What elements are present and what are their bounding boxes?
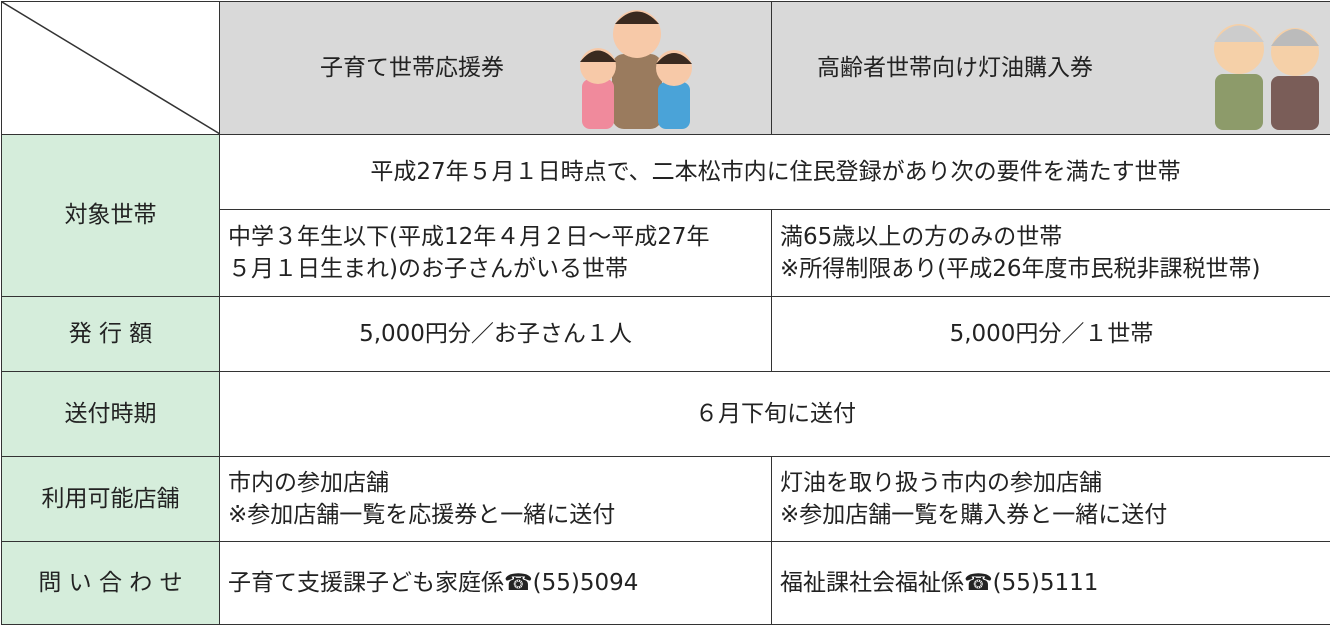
header-cell: 子育て世帯応援券 bbox=[220, 2, 772, 135]
diagonal bbox=[2, 2, 220, 134]
cell-line: 灯油を取り扱う市内の参加店舗 bbox=[780, 467, 1323, 499]
cell-line: ※参加店舗一覧を購入券と一緒に送付 bbox=[780, 499, 1323, 531]
data-cell: 5,000円分／１世帯 bbox=[772, 297, 1330, 372]
family-illustration bbox=[570, 4, 700, 132]
table-row: 問 い 合 わ せ子育て支援課子ども家庭係☎(55)5094 福祉課社会福祉係☎(… bbox=[2, 542, 1330, 625]
table-row: 対象世帯平成27年５月１日時点で、二本松市内に住民登録があり次の要件を満たす世帯 bbox=[2, 135, 1330, 210]
cell-line: ※参加店舗一覧を応援券と一緒に送付 bbox=[228, 499, 763, 531]
cell-line: 5,000円分／お子さん１人 bbox=[228, 318, 763, 350]
row-label: 問 い 合 わ せ bbox=[2, 542, 220, 625]
cell-line: ※所得制限あり(平成26年度市民税非課税世帯) bbox=[780, 253, 1323, 285]
cell-line: 満65歳以上の方のみの世帯 bbox=[780, 221, 1323, 253]
header-text: 子育て世帯応援券 bbox=[320, 52, 504, 84]
corner-cell bbox=[2, 2, 220, 135]
data-cell: 子育て支援課子ども家庭係☎(55)5094 bbox=[220, 542, 772, 625]
data-cell: 福祉課社会福祉係☎(55)5111 bbox=[772, 542, 1330, 625]
row-label: 送付時期 bbox=[2, 372, 220, 457]
common-cell: ６月下旬に送付 bbox=[220, 372, 1330, 457]
row-label: 対象世帯 bbox=[2, 135, 220, 297]
row-label: 利用可能店舗 bbox=[2, 457, 220, 542]
cell-line: 5,000円分／１世帯 bbox=[780, 318, 1323, 350]
header-text: 高齢者世帯向け灯油購入券 bbox=[817, 52, 1093, 84]
table-row: 利用可能店舗市内の参加店舗※参加店舗一覧を応援券と一緒に送付灯油を取り扱う市内の… bbox=[2, 457, 1330, 542]
data-cell: 灯油を取り扱う市内の参加店舗※参加店舗一覧を購入券と一緒に送付 bbox=[772, 457, 1330, 542]
row-label: 発 行 額 bbox=[2, 297, 220, 372]
cell-line: 子育て支援課子ども家庭係☎(55)5094 bbox=[228, 567, 763, 599]
data-cell: 市内の参加店舗※参加店舗一覧を応援券と一緒に送付 bbox=[220, 457, 772, 542]
cell-line: 市内の参加店舗 bbox=[228, 467, 763, 499]
data-cell: 5,000円分／お子さん１人 bbox=[220, 297, 772, 372]
elderly-illustration bbox=[1207, 4, 1327, 132]
cell-line: 福祉課社会福祉係☎(55)5111 bbox=[780, 567, 1323, 599]
common-cell: 平成27年５月１日時点で、二本松市内に住民登録があり次の要件を満たす世帯 bbox=[220, 135, 1330, 210]
cell-line: ５月１日生まれ)のお子さんがいる世帯 bbox=[228, 253, 763, 285]
header-cell: 高齢者世帯向け灯油購入券 bbox=[772, 2, 1330, 135]
cell-line: 中学３年生以下(平成12年４月２日～平成27年 bbox=[228, 221, 763, 253]
data-cell: 満65歳以上の方のみの世帯※所得制限あり(平成26年度市民税非課税世帯) bbox=[772, 210, 1330, 297]
header-row: 子育て世帯応援券 高齢者世帯向け灯油購入券 bbox=[2, 2, 1330, 135]
